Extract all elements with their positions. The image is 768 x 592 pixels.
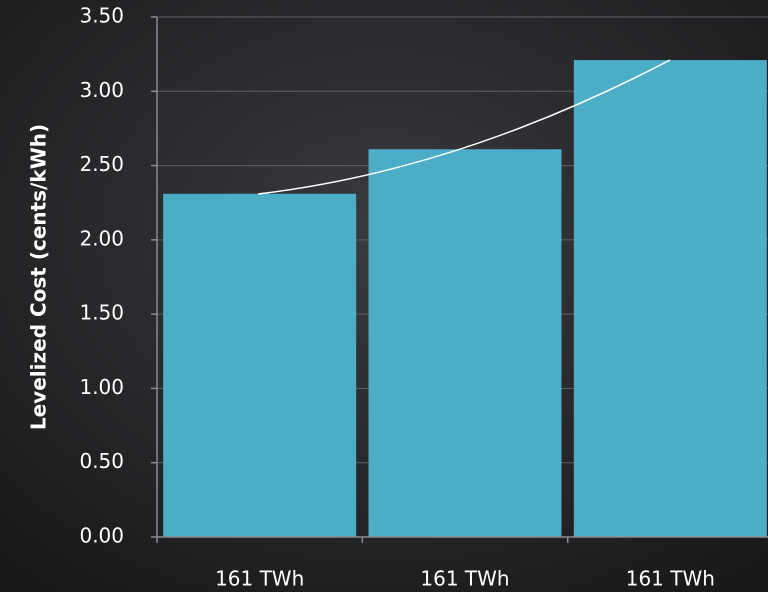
y-tick-label: 1.00 — [79, 375, 124, 399]
y-tick-label: 2.50 — [79, 152, 124, 176]
x-tick-label: 161 TWh — [215, 567, 304, 591]
bar — [368, 149, 562, 537]
bar — [573, 60, 767, 537]
y-tick-label: 3.50 — [79, 4, 124, 28]
x-tick-label: 161 TWh — [420, 567, 509, 591]
x-tick-label: 161 TWh — [626, 567, 715, 591]
y-tick-label: 0.50 — [79, 449, 124, 473]
y-tick-label: 0.00 — [79, 524, 124, 548]
y-tick-label: 1.50 — [79, 301, 124, 325]
y-axis-title: Levelized Cost (cents/kWh) — [27, 124, 51, 430]
trend-curve — [257, 59, 671, 195]
bar — [163, 193, 357, 538]
y-tick-label: 3.00 — [79, 78, 124, 102]
y-tick-label: 2.00 — [79, 226, 124, 250]
